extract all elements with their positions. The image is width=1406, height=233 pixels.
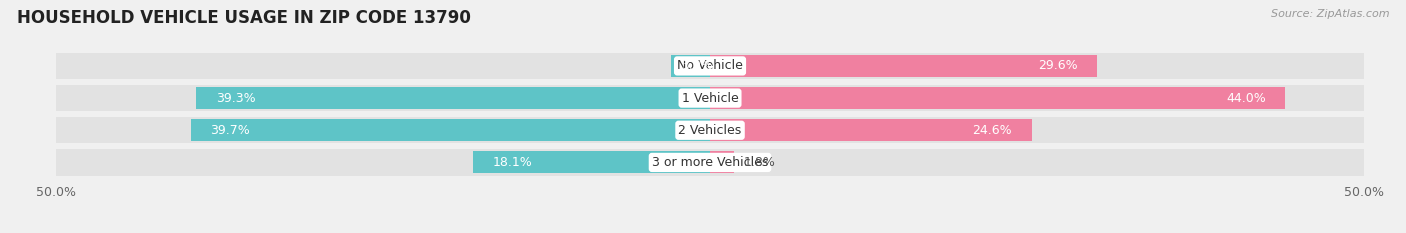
Text: 3 or more Vehicles: 3 or more Vehicles — [652, 156, 768, 169]
Bar — [56, 117, 710, 144]
Bar — [710, 149, 1364, 176]
Bar — [710, 87, 1285, 109]
Text: 3.0%: 3.0% — [682, 59, 713, 72]
Bar — [191, 119, 710, 141]
Text: 1 Vehicle: 1 Vehicle — [682, 92, 738, 105]
Text: 1.8%: 1.8% — [744, 156, 776, 169]
Bar — [710, 55, 1097, 77]
Text: 44.0%: 44.0% — [1226, 92, 1265, 105]
Text: 39.3%: 39.3% — [215, 92, 256, 105]
Bar — [56, 85, 710, 111]
Bar — [56, 149, 710, 176]
Bar — [710, 85, 1364, 111]
Text: 29.6%: 29.6% — [1038, 59, 1077, 72]
Bar — [671, 55, 710, 77]
Text: 18.1%: 18.1% — [494, 156, 533, 169]
Text: 24.6%: 24.6% — [973, 124, 1012, 137]
Bar — [710, 53, 1364, 79]
Text: Source: ZipAtlas.com: Source: ZipAtlas.com — [1271, 9, 1389, 19]
Text: 2 Vehicles: 2 Vehicles — [679, 124, 741, 137]
Bar — [197, 87, 710, 109]
Bar — [710, 151, 734, 173]
Text: No Vehicle: No Vehicle — [678, 59, 742, 72]
Bar — [710, 119, 1032, 141]
Text: HOUSEHOLD VEHICLE USAGE IN ZIP CODE 13790: HOUSEHOLD VEHICLE USAGE IN ZIP CODE 1379… — [17, 9, 471, 27]
Text: 39.7%: 39.7% — [211, 124, 250, 137]
Bar — [56, 53, 710, 79]
Bar — [474, 151, 710, 173]
Bar — [710, 117, 1364, 144]
